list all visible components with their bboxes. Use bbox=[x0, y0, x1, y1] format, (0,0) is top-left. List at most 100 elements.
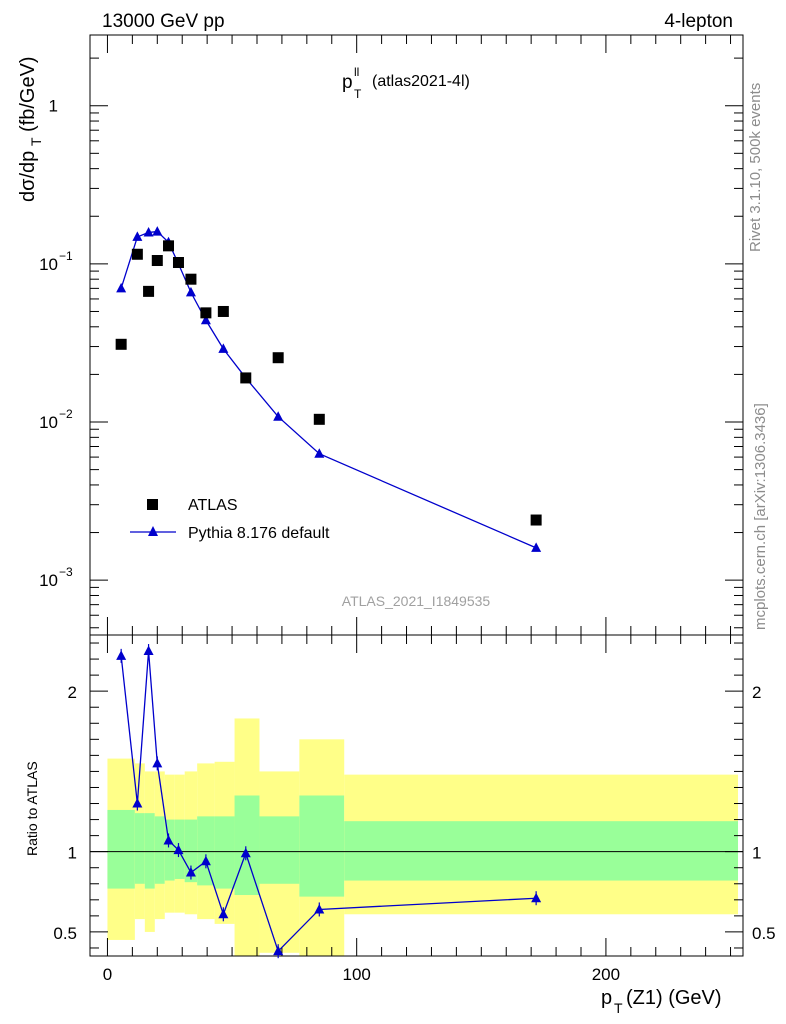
data-point bbox=[185, 273, 197, 285]
mc-point bbox=[116, 282, 127, 293]
main-y-tick-exponent: −1 bbox=[59, 249, 73, 263]
mc-point bbox=[531, 542, 542, 552]
mc-point bbox=[185, 286, 196, 297]
data-point bbox=[115, 338, 127, 350]
data-point bbox=[240, 372, 252, 384]
ratio-mc-point bbox=[143, 645, 154, 656]
main-y-axis-label-unit: (fb/GeV) bbox=[17, 56, 39, 132]
data-point bbox=[143, 285, 155, 297]
ratio-y-tick-label: 0.5 bbox=[53, 924, 77, 943]
mc-point bbox=[273, 411, 284, 421]
plot-title: p ll T (atlas2021-4l) bbox=[342, 65, 470, 101]
ratio-inner-band bbox=[234, 795, 260, 896]
mc-point bbox=[152, 226, 163, 236]
ratio-plot-frame bbox=[89, 634, 744, 957]
main-plot-frame bbox=[89, 34, 744, 636]
ratio-y-tick-label-right: 1 bbox=[752, 844, 761, 863]
ratio-panel: 0.5 0.5 1 1 2 2 0 100 200 Ratio to ATLAS p T (Z… bbox=[24, 634, 776, 1016]
ratio-inner-band bbox=[107, 809, 135, 889]
data-point bbox=[530, 514, 542, 526]
header-process-label: 4-lepton bbox=[664, 11, 733, 32]
ratio-mc-point bbox=[185, 867, 196, 877]
mc-point bbox=[314, 448, 325, 458]
analysis-watermark: ATLAS_2021_I1849535 bbox=[342, 593, 491, 609]
ratio-mc-point bbox=[152, 757, 163, 768]
plot-title-subscript: T bbox=[354, 87, 362, 101]
ratio-y-tick-label: 1 bbox=[68, 844, 77, 863]
ratio-inner-band bbox=[154, 816, 165, 884]
header-beam-label: 13000 GeV pp bbox=[102, 11, 225, 32]
ratio-mc-point bbox=[273, 945, 284, 956]
plot-title-suffix: (atlas2021-4l) bbox=[372, 73, 470, 90]
ratio-inner-band bbox=[144, 813, 155, 889]
ratio-mc-point bbox=[200, 855, 211, 866]
main-y-tick-label: 10 bbox=[39, 255, 58, 274]
main-y-axis-label: dσ/dp T (fb/GeV) bbox=[17, 56, 44, 202]
ratio-y-ticks: 0.5 0.5 1 1 2 2 bbox=[53, 642, 776, 949]
ratio-inner-band bbox=[344, 821, 739, 881]
plot-title-main: p bbox=[342, 72, 353, 93]
ratio-y-axis-label: Ratio to ATLAS bbox=[24, 761, 40, 856]
legend-mc-label: Pythia 8.176 default bbox=[188, 525, 330, 542]
ratio-y-tick-label-right: 0.5 bbox=[752, 924, 776, 943]
ratio-mc-point bbox=[173, 844, 184, 855]
main-data-layer bbox=[115, 226, 542, 552]
mc-point bbox=[132, 231, 143, 241]
ratio-inner-band bbox=[197, 816, 215, 886]
main-x-ticks bbox=[106, 35, 732, 635]
ratio-mc-point bbox=[218, 908, 229, 919]
mc-line bbox=[120, 230, 537, 549]
ratio-y-tick-label: 2 bbox=[68, 683, 77, 702]
x-axis-label-sub: T bbox=[614, 1000, 623, 1016]
x-axis-label: p T (Z1) (GeV) bbox=[601, 987, 722, 1016]
data-point bbox=[217, 305, 229, 317]
mcplots-reference-label: mcplots.cern.ch [arXiv:1306.3436] bbox=[752, 403, 769, 630]
x-tick-label: 0 bbox=[103, 965, 112, 984]
data-point bbox=[151, 255, 163, 267]
legend-data-label: ATLAS bbox=[188, 497, 238, 514]
data-point bbox=[272, 352, 284, 364]
ratio-inner-band bbox=[259, 816, 300, 884]
data-point bbox=[172, 257, 184, 269]
main-y-tick-label: 1 bbox=[49, 97, 58, 116]
mc-point bbox=[218, 343, 229, 353]
ratio-inner-band bbox=[164, 819, 175, 881]
data-point bbox=[163, 240, 175, 252]
plot-title-superscript: ll bbox=[354, 65, 359, 79]
x-tick-label: 200 bbox=[592, 965, 620, 984]
legend: ATLAS Pythia 8.176 default bbox=[130, 497, 330, 542]
ratio-uncertainty-bands bbox=[90, 718, 743, 956]
legend-data-marker bbox=[147, 499, 158, 510]
main-panel: 110−110−210−3 p ll T (atlas2021-4l) dσ/d… bbox=[17, 34, 744, 636]
x-axis-label-rest: (Z1) (GeV) bbox=[626, 987, 722, 1009]
data-point bbox=[200, 307, 212, 319]
data-point bbox=[131, 248, 143, 260]
mc-point bbox=[143, 226, 154, 237]
mc-point bbox=[200, 314, 211, 325]
main-y-tick-exponent: −3 bbox=[59, 565, 73, 579]
main-y-ticks: 110−110−210−3 bbox=[39, 57, 743, 629]
ratio-inner-band bbox=[299, 795, 345, 897]
x-axis-label-main: p bbox=[601, 987, 612, 1009]
main-y-axis-label-sub: T bbox=[28, 137, 44, 146]
ratio-x-ticks: 0 100 200 bbox=[103, 635, 732, 984]
main-y-tick-label: 10 bbox=[39, 413, 58, 432]
ratio-mc-point bbox=[314, 903, 325, 914]
legend-mc-marker bbox=[148, 526, 158, 536]
main-y-tick-exponent: −2 bbox=[59, 407, 73, 421]
ratio-data-layer bbox=[116, 644, 542, 959]
ratio-mc-point bbox=[163, 834, 174, 845]
data-point bbox=[313, 413, 325, 425]
ratio-inner-band bbox=[214, 816, 235, 889]
ratio-mc-point bbox=[531, 892, 542, 903]
ratio-mc-point bbox=[116, 650, 127, 660]
ratio-y-tick-label-right: 2 bbox=[752, 683, 761, 702]
ratio-mc-point bbox=[132, 798, 143, 808]
x-tick-label: 100 bbox=[342, 965, 370, 984]
main-y-axis-label-text: dσ/dp bbox=[17, 151, 39, 202]
ratio-inner-band bbox=[134, 813, 145, 884]
rivet-version-label: Rivet 3.1.10, 500k events bbox=[747, 83, 764, 252]
ratio-mc-point bbox=[240, 847, 251, 858]
main-y-tick-label: 10 bbox=[39, 571, 58, 590]
